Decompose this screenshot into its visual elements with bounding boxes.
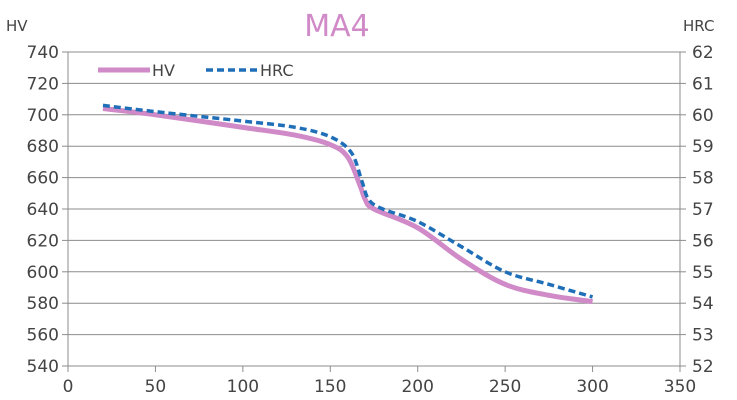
left-axis-tick-label: 680 [27,137,59,157]
left-axis-title: HV [6,17,28,35]
left-axis-tick-label: 620 [27,231,59,251]
left-axis-tick-label: 660 [27,169,59,189]
right-axis-title: HRC [683,17,714,35]
legend-label-hv: HV [152,61,175,80]
right-axis-tick-label: 52 [692,357,714,377]
right-axis-tick-label: 53 [692,326,714,346]
right-axis-tick-label: 57 [692,200,714,220]
right-axis-tick-label: 58 [692,169,714,189]
x-axis-tick-label: 200 [401,377,433,397]
left-axis-tick-label: 540 [27,357,59,377]
right-axis-tick-label: 60 [692,106,714,126]
right-axis-tick-label: 59 [692,137,714,157]
series-line-hrc [102,103,594,299]
right-axis-tick-label: 55 [692,263,714,283]
legend: HV HRC [98,61,294,80]
left-axis-tick-label: 560 [27,326,59,346]
left-axis-tick-label: 740 [27,43,59,63]
x-axis-tick-label: 50 [145,377,167,397]
left-axis-tick-label: 600 [27,263,59,283]
x-axis-tick-label: 100 [227,377,259,397]
series-line-hv [102,106,593,305]
axes-layer: 5405605806006206406606807007207405253545… [27,43,714,397]
x-axis-tick-label: 300 [576,377,608,397]
series-layer [102,103,594,305]
right-axis-tick-label: 56 [692,231,714,251]
right-axis-tick-label: 62 [692,43,714,63]
right-axis-tick-label: 54 [692,294,714,314]
left-axis-tick-label: 700 [27,106,59,126]
right-axis-tick-label: 61 [692,74,714,94]
x-axis-tick-label: 250 [489,377,521,397]
left-axis-tick-label: 720 [27,74,59,94]
chart-title: MA4 [304,9,370,44]
legend-label-hrc: HRC [260,61,294,80]
left-axis-tick-label: 640 [27,200,59,220]
x-axis-tick-label: 0 [63,377,74,397]
x-axis-tick-label: 150 [314,377,346,397]
left-axis-tick-label: 580 [27,294,59,314]
x-axis-tick-label: 350 [664,377,696,397]
